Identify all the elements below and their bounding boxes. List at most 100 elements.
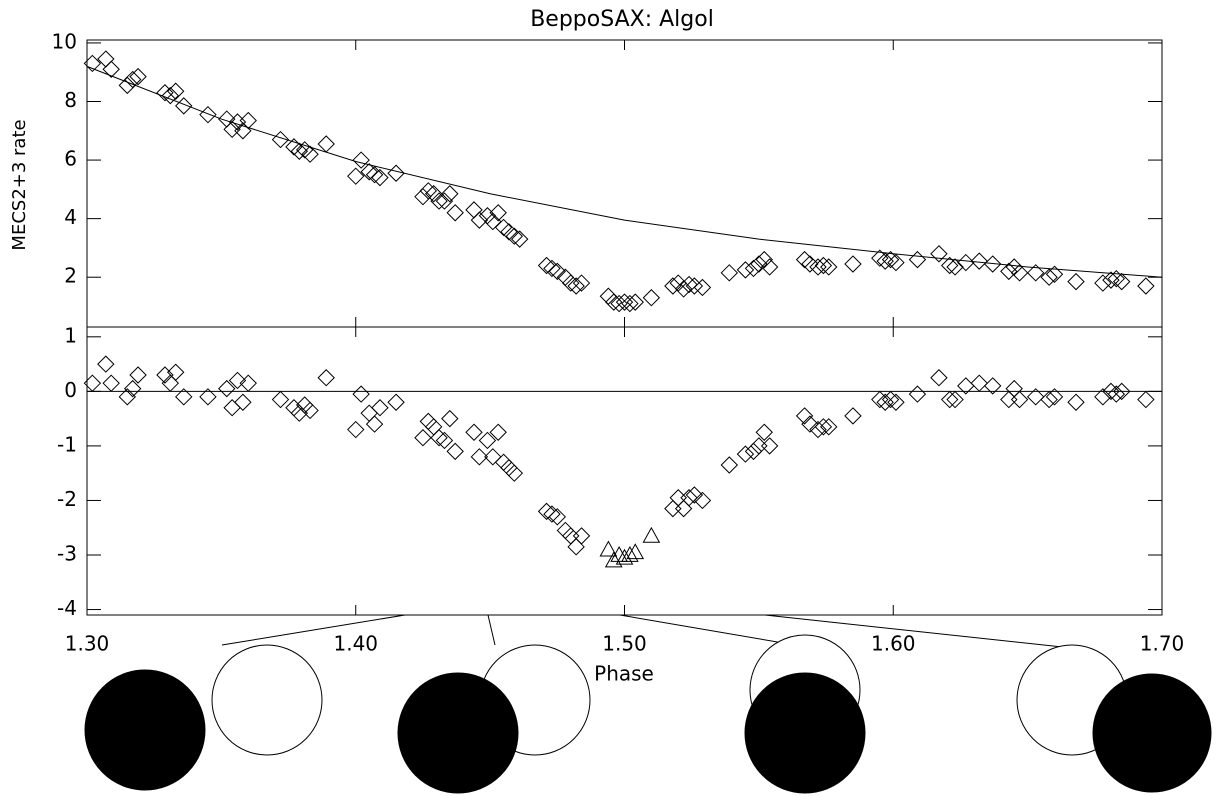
data-point <box>414 429 432 447</box>
data-point <box>228 113 247 131</box>
data-point <box>1045 265 1064 283</box>
data-point <box>465 423 483 441</box>
data-point <box>1107 269 1126 288</box>
data-point <box>940 390 959 409</box>
data-point <box>930 369 948 387</box>
data-point <box>1067 272 1085 291</box>
dark-star <box>84 669 206 791</box>
data-point <box>572 527 591 545</box>
data-point <box>844 255 862 273</box>
data-point <box>801 255 819 273</box>
data-point <box>871 249 889 267</box>
data-point <box>744 442 763 461</box>
data-point <box>419 182 438 200</box>
data-point <box>744 259 763 278</box>
data-point <box>1112 382 1131 401</box>
data-point <box>317 369 335 387</box>
data-point <box>1094 274 1112 292</box>
data-point <box>755 423 773 441</box>
data-point <box>129 67 147 86</box>
data-point <box>510 230 529 248</box>
data-point <box>441 409 459 428</box>
y-tick-label: 10 <box>52 29 77 53</box>
data-point <box>685 277 704 295</box>
data-point <box>940 256 959 275</box>
data-point <box>1026 264 1045 282</box>
bright-star <box>211 644 323 756</box>
data-point <box>97 355 115 373</box>
data-point <box>218 379 236 398</box>
data-point <box>809 420 827 439</box>
data-point <box>441 185 459 203</box>
x-tick-label: 1.40 <box>333 632 378 656</box>
data-point <box>1010 390 1029 409</box>
data-point <box>626 293 644 311</box>
y-tick-label: 8 <box>64 88 77 112</box>
data-point <box>156 84 174 102</box>
data-point <box>435 192 454 210</box>
data-point <box>599 287 618 305</box>
data-point <box>175 97 193 115</box>
data-point <box>543 259 561 278</box>
data-point <box>537 502 556 521</box>
data-point <box>1010 264 1029 282</box>
data-point <box>908 385 927 403</box>
pointer <box>619 614 796 646</box>
data-point <box>567 277 585 295</box>
data-point <box>156 366 174 384</box>
data-point <box>983 377 1002 395</box>
data-point <box>801 415 819 433</box>
data-point <box>301 145 319 163</box>
data-point <box>548 262 567 281</box>
data-point <box>347 420 365 439</box>
data-point <box>760 437 779 455</box>
data-point <box>83 374 102 392</box>
pointer <box>764 614 1091 651</box>
data-point <box>419 412 438 431</box>
x-axis-label: Phase <box>594 662 654 686</box>
data-point <box>908 250 927 269</box>
data-point <box>424 185 443 203</box>
data-point <box>199 105 217 124</box>
data-point <box>562 527 580 545</box>
data-point <box>946 390 964 409</box>
data-point <box>605 293 623 311</box>
data-point <box>290 404 309 422</box>
data-point <box>347 167 365 185</box>
data-point <box>83 54 102 73</box>
data-point <box>621 545 639 562</box>
data-point <box>301 401 319 420</box>
data-point <box>610 294 628 313</box>
data-point <box>1067 393 1085 411</box>
data-point <box>387 393 405 411</box>
data-point <box>1137 390 1155 409</box>
data-point <box>489 423 507 441</box>
x-tick-label: 1.50 <box>602 632 647 656</box>
data-point <box>1005 258 1023 276</box>
plot-frame <box>86 326 1163 616</box>
data-point <box>360 163 378 181</box>
x-tick-label: 1.70 <box>1140 632 1185 656</box>
data-point <box>720 456 739 474</box>
data-point <box>352 151 370 169</box>
data-point <box>102 374 120 392</box>
data-point <box>118 388 137 406</box>
data-point <box>371 399 389 417</box>
data-point <box>175 388 193 406</box>
y-tick-label: 2 <box>64 264 77 288</box>
data-point <box>102 60 120 78</box>
y-tick-label: 6 <box>64 147 77 171</box>
data-point <box>736 261 755 279</box>
data-point <box>223 399 241 417</box>
data-point <box>161 86 180 105</box>
data-point <box>599 540 618 557</box>
data-point <box>199 388 217 406</box>
data-point <box>223 120 241 139</box>
data-point <box>478 431 497 450</box>
data-point <box>166 363 185 381</box>
data-point <box>795 407 814 425</box>
data-point <box>820 258 838 276</box>
pointer <box>487 614 496 646</box>
data-point <box>123 379 142 398</box>
data-point <box>129 366 147 384</box>
